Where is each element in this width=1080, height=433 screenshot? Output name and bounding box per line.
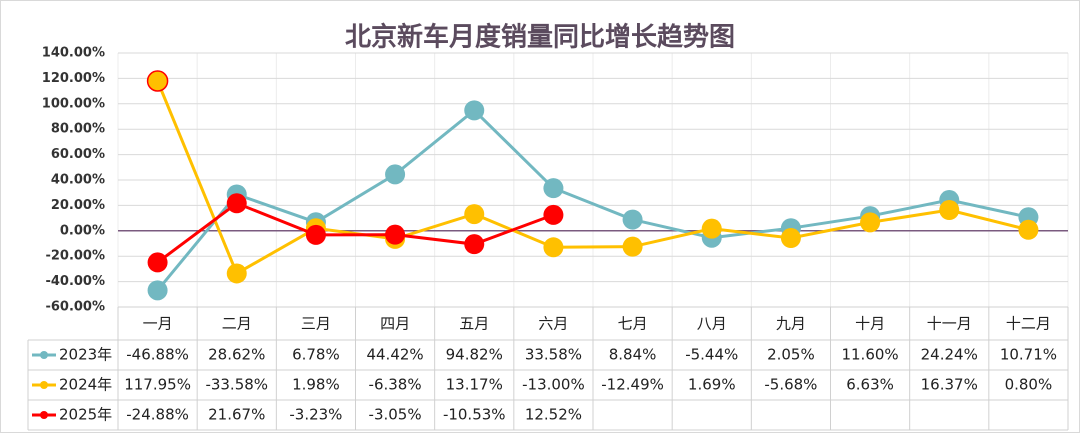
data-point <box>939 200 960 221</box>
y-tick-label: -40.00% <box>45 274 105 289</box>
y-tick-label: -60.00% <box>45 300 105 315</box>
data-point <box>1018 219 1039 240</box>
table-value: 0.80% <box>1005 376 1053 394</box>
x-tick-label: 四月 <box>380 315 410 333</box>
table-value: 16.37% <box>921 376 978 394</box>
data-point <box>464 234 485 255</box>
data-point <box>464 100 485 121</box>
data-point <box>305 224 326 245</box>
legend-marker <box>40 351 48 359</box>
x-tick-label: 八月 <box>697 315 727 333</box>
x-tick-label: 十一月 <box>927 315 972 333</box>
table-value: -46.88% <box>126 346 189 364</box>
table-value: -13.00% <box>522 376 585 394</box>
legend-label: 2025年 <box>59 406 112 424</box>
table-value: -5.44% <box>685 346 738 364</box>
data-point <box>780 228 801 249</box>
legend-marker <box>40 381 48 389</box>
table-value: 28.62% <box>208 346 265 364</box>
data-point <box>543 237 564 258</box>
x-tick-label: 十月 <box>855 315 885 333</box>
data-point <box>226 263 247 284</box>
data-point <box>622 209 643 230</box>
table-value: 44.42% <box>366 346 423 364</box>
series-line <box>156 201 554 264</box>
data-point <box>860 212 881 233</box>
table-value: -3.05% <box>369 406 422 424</box>
table-value: 33.58% <box>525 346 582 364</box>
data-point <box>464 204 485 225</box>
series-line <box>156 80 1029 276</box>
table-value: -12.49% <box>601 376 664 394</box>
table-value: 10.71% <box>1000 346 1057 364</box>
x-tick-label: 九月 <box>776 315 806 333</box>
table-value: 117.95% <box>124 376 191 394</box>
legend-marker <box>40 411 48 419</box>
table-value: -10.53% <box>443 406 506 424</box>
table-value: 24.24% <box>921 346 978 364</box>
table-value: 8.84% <box>609 346 657 364</box>
legend-label: 2023年 <box>59 346 112 364</box>
table-value: 1.98% <box>292 376 340 394</box>
series-line <box>156 108 1029 292</box>
table-value: 2.05% <box>767 346 815 364</box>
x-tick-label: 五月 <box>459 315 489 333</box>
y-tick-label: 40.00% <box>51 173 105 188</box>
table-value: 94.82% <box>446 346 503 364</box>
data-point <box>543 204 564 225</box>
table-value: -24.88% <box>126 406 189 424</box>
x-tick-label: 二月 <box>222 315 252 333</box>
table-value: 6.78% <box>292 346 340 364</box>
table-value: -5.68% <box>764 376 817 394</box>
x-tick-label: 六月 <box>538 315 568 333</box>
data-point <box>701 218 722 239</box>
data-point <box>622 236 643 257</box>
table-value: -3.23% <box>289 406 342 424</box>
x-tick-label: 七月 <box>618 315 648 333</box>
y-tick-label: -20.00% <box>45 249 105 264</box>
table-value: 13.17% <box>446 376 503 394</box>
table-value: 6.63% <box>846 376 894 394</box>
y-tick-label: 140.00% <box>42 46 105 61</box>
data-point <box>385 164 406 185</box>
table-value: 11.60% <box>841 346 898 364</box>
x-tick-label: 一月 <box>143 315 173 333</box>
data-point <box>543 178 564 199</box>
y-tick-label: 120.00% <box>42 71 105 86</box>
chart-title: 北京新车月度销量同比增长趋势图 <box>345 22 735 53</box>
table-value: -33.58% <box>205 376 268 394</box>
y-tick-label: 0.00% <box>60 223 105 238</box>
data-point <box>385 224 406 245</box>
data-point <box>146 70 169 92</box>
y-tick-label: 80.00% <box>51 122 105 137</box>
y-tick-label: 100.00% <box>42 96 105 111</box>
data-point <box>147 280 168 301</box>
table-value: -6.38% <box>369 376 422 394</box>
table-value: 12.52% <box>525 406 582 424</box>
y-tick-label: 20.00% <box>51 198 105 213</box>
table-value: 21.67% <box>208 406 265 424</box>
x-tick-label: 三月 <box>301 315 331 333</box>
y-tick-label: 60.00% <box>51 147 105 162</box>
legend-label: 2024年 <box>59 376 112 394</box>
x-tick-label: 十二月 <box>1006 315 1051 333</box>
data-point <box>226 193 247 214</box>
table-value: 1.69% <box>688 376 736 394</box>
data-point <box>147 252 168 273</box>
